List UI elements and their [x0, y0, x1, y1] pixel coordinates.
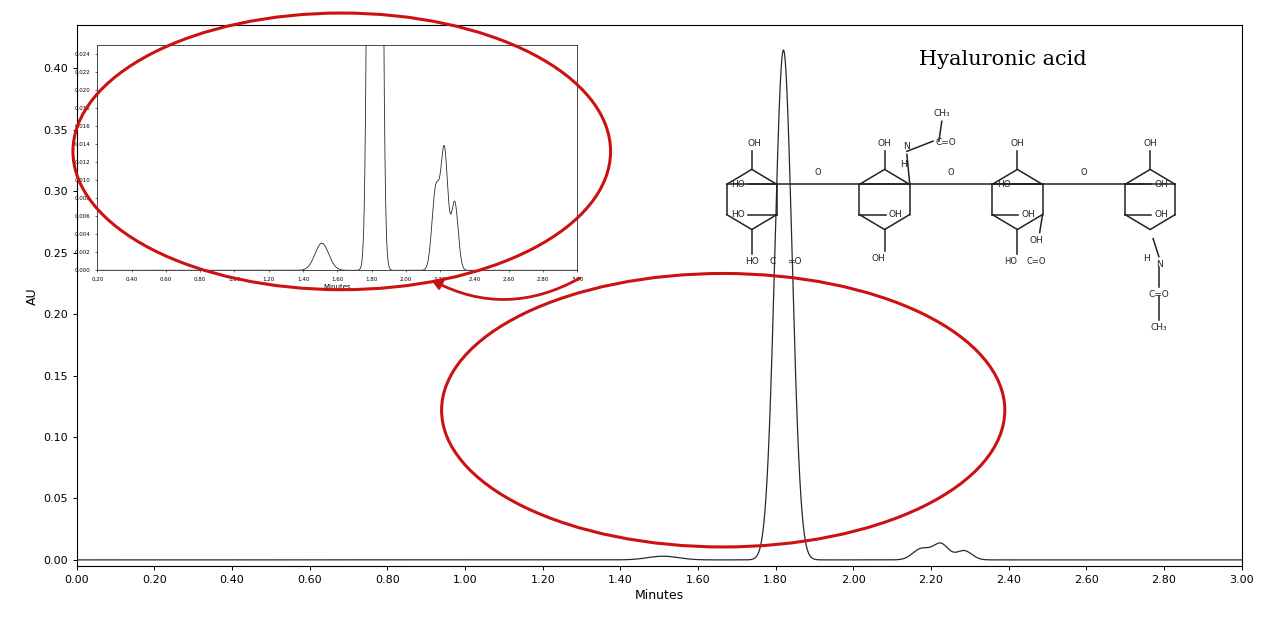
Text: O: O: [947, 169, 955, 177]
Text: C=O: C=O: [1148, 289, 1169, 299]
Text: HO: HO: [1005, 256, 1018, 266]
Text: C=O: C=O: [1027, 256, 1046, 266]
Text: N: N: [1156, 259, 1162, 268]
Text: OH: OH: [1155, 210, 1167, 219]
Text: OH: OH: [1010, 139, 1024, 148]
Text: H: H: [1143, 254, 1151, 263]
X-axis label: Minutes: Minutes: [324, 284, 351, 289]
FancyArrowPatch shape: [434, 278, 580, 300]
Text: Hyaluronic acid: Hyaluronic acid: [919, 50, 1087, 69]
Text: HO: HO: [745, 256, 759, 266]
Text: OH: OH: [1155, 180, 1167, 189]
X-axis label: Minutes: Minutes: [635, 589, 684, 602]
Text: HO: HO: [997, 180, 1010, 189]
Text: OH: OH: [1143, 139, 1157, 148]
Text: N: N: [904, 142, 910, 151]
Text: CH₃: CH₃: [1151, 322, 1167, 332]
Text: OH: OH: [872, 254, 886, 263]
Text: OH: OH: [888, 210, 902, 219]
Text: OH: OH: [1030, 235, 1043, 245]
Text: =O: =O: [787, 256, 801, 266]
Text: O: O: [815, 169, 822, 177]
Text: CH₃: CH₃: [933, 109, 950, 118]
Text: C=O: C=O: [936, 138, 956, 147]
Text: HO: HO: [731, 210, 745, 219]
Text: OH: OH: [878, 139, 891, 148]
Text: O: O: [1080, 169, 1087, 177]
Text: OH: OH: [748, 139, 762, 148]
Text: OH: OH: [1021, 210, 1036, 219]
Text: C: C: [769, 256, 776, 266]
Text: H: H: [901, 160, 908, 169]
Y-axis label: AU: AU: [26, 287, 38, 305]
Text: HO: HO: [731, 180, 745, 189]
